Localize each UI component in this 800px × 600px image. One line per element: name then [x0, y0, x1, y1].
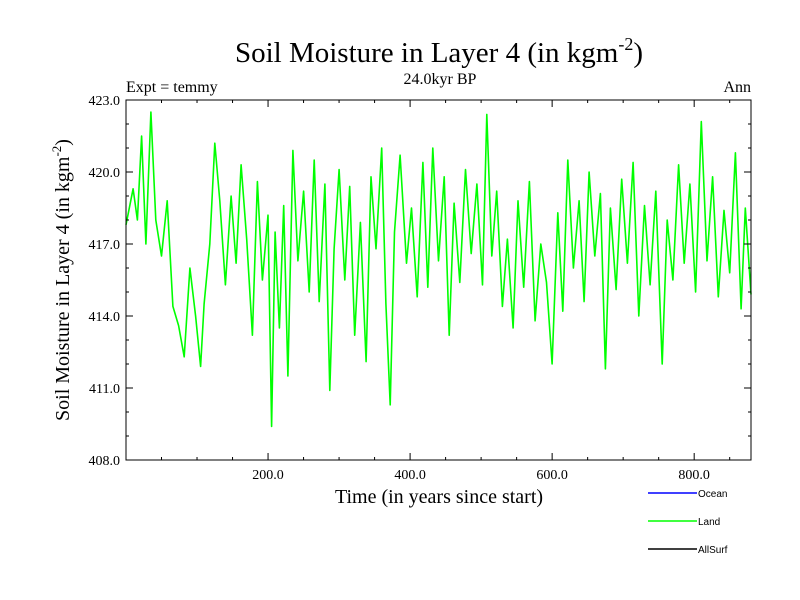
- experiment-label: Expt = temmy: [126, 79, 218, 96]
- y-axis-title: Soil Moisture in Layer 4 (in kgm-2): [49, 139, 74, 421]
- legend-label-ocean: Ocean: [698, 489, 727, 500]
- plot-area: [125, 111, 752, 428]
- chart-subtitle: 24.0kyr BP: [404, 71, 477, 88]
- y-tick-label: 417.0: [89, 238, 121, 253]
- y-tick-label: 411.0: [89, 382, 120, 397]
- y-tick-label: 408.0: [89, 454, 121, 469]
- x-tick-label: 800.0: [678, 468, 710, 483]
- y-tick-label: 414.0: [89, 310, 121, 325]
- plot-frame: [125, 99, 752, 461]
- legend: Ocean Land AllSurf: [648, 489, 728, 556]
- series-line-land: [125, 111, 752, 428]
- y-tick-label: 420.0: [89, 166, 121, 181]
- x-axis-title: Time (in years since start): [335, 486, 543, 508]
- x-tick-label: 200.0: [252, 468, 284, 483]
- x-tick-label: 600.0: [536, 468, 568, 483]
- legend-label-allsurf: AllSurf: [698, 545, 728, 556]
- chart-title: Soil Moisture in Layer 4 (in kgm-2): [235, 34, 643, 69]
- season-label: Ann: [723, 79, 751, 96]
- legend-label-land: Land: [698, 517, 720, 528]
- y-axis: 408.0 411.0 414.0 417.0 420.0 423.0: [89, 94, 751, 469]
- x-tick-label: 400.0: [394, 468, 426, 483]
- y-tick-label: 423.0: [89, 94, 121, 109]
- x-axis: 200.0 400.0 600.0 800.0: [161, 100, 731, 483]
